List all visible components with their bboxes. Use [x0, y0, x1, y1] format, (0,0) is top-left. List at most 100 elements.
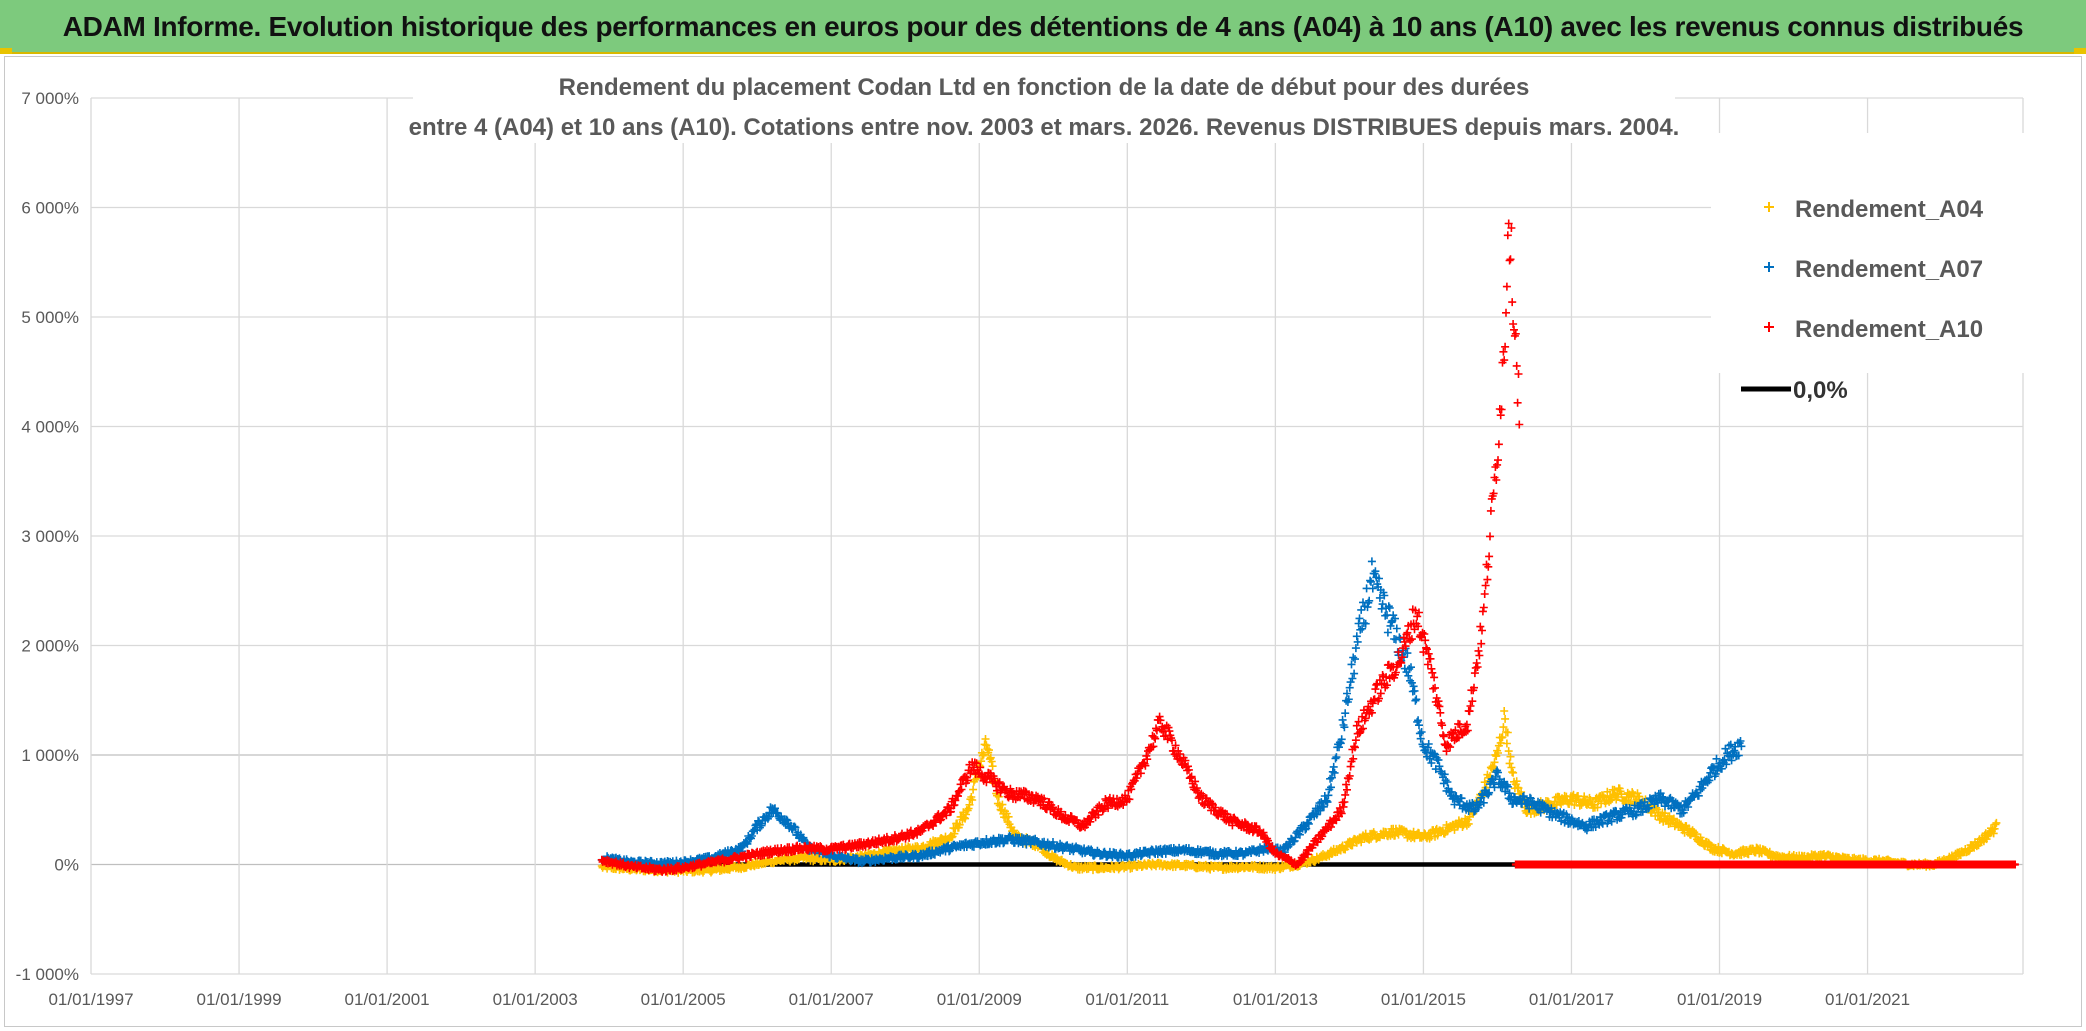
report-title: ADAM Informe. Evolution historique des p…: [62, 11, 2024, 42]
data-point: [1151, 734, 1160, 743]
data-point: [1391, 614, 1399, 623]
data-point: [1323, 798, 1332, 807]
y-tick-label: 6 000%: [21, 199, 79, 218]
header-corner-right: [2074, 48, 2086, 54]
data-point: [981, 773, 990, 782]
data-point: [1089, 808, 1097, 817]
data-point: [1346, 678, 1355, 687]
x-tick-label: 01/01/2009: [937, 990, 1022, 1009]
data-point: [1349, 754, 1358, 763]
data-point: [1444, 741, 1453, 750]
data-point: [1457, 794, 1466, 803]
data-point: [1329, 762, 1338, 771]
data-point: [742, 854, 751, 863]
data-point: [1473, 663, 1482, 671]
data-point: [1534, 797, 1542, 806]
data-point: [1354, 717, 1363, 726]
data-point: [1141, 761, 1150, 770]
data-point: [1424, 740, 1433, 748]
data-point: [1409, 682, 1418, 691]
data-point: [1420, 630, 1429, 638]
data-point: [1186, 773, 1195, 782]
data-point: [935, 839, 944, 848]
data-point: [1343, 785, 1351, 794]
data-point: [1397, 658, 1406, 667]
data-point: [1964, 847, 1973, 856]
data-point: [1990, 824, 1999, 833]
data-point: [1211, 803, 1220, 812]
data-point: [1184, 765, 1193, 774]
data-point: [1476, 622, 1485, 631]
data-point: [1383, 681, 1391, 690]
data-point: [1530, 809, 1539, 818]
data-point: [1104, 804, 1113, 813]
data-point: [1490, 758, 1499, 767]
data-point: [1398, 653, 1407, 662]
data-point: [1431, 683, 1439, 692]
data-point: [1458, 823, 1467, 831]
data-point: [1470, 669, 1479, 678]
data-point: [1421, 636, 1430, 645]
legend-plus-marker: [1764, 202, 1774, 212]
data-point: [1406, 636, 1415, 645]
data-point: [1441, 776, 1450, 785]
data-point: [1375, 574, 1383, 583]
data-point: [1476, 797, 1485, 806]
data-point: [963, 776, 972, 785]
data-point: [1511, 329, 1520, 338]
data-point: [1341, 790, 1350, 799]
legend-item-a04: Rendement_A04: [1764, 196, 1984, 223]
data-point: [1413, 612, 1422, 621]
data-point: [1505, 789, 1514, 798]
data-point: [1501, 787, 1510, 796]
legend-item-a10: Rendement_A10: [1764, 316, 1983, 343]
data-point: [1348, 674, 1357, 683]
data-point: [1127, 785, 1136, 794]
y-tick-label: 7 000%: [21, 89, 79, 108]
data-point: [1450, 825, 1459, 834]
data-point: [1569, 790, 1578, 799]
data-point: [1501, 342, 1510, 351]
data-point: [1443, 778, 1452, 786]
data-point: [1459, 801, 1468, 810]
data-point: [1416, 734, 1425, 743]
data-point: [979, 750, 988, 759]
data-point: [994, 779, 1003, 788]
data-point: [1727, 756, 1736, 765]
data-point: [1252, 822, 1261, 831]
data-point: [1378, 600, 1387, 609]
data-point: [1737, 742, 1746, 751]
x-tick-label: 01/01/2005: [641, 990, 726, 1009]
data-point: [1446, 743, 1455, 752]
data-point: [1327, 823, 1335, 831]
data-point: [699, 868, 707, 877]
data-point: [1049, 803, 1057, 812]
data-point: [1717, 764, 1726, 773]
data-point: [1149, 742, 1158, 751]
legend: Rendement_A04 Rendement_A07 Rendement_A10 0…: [1711, 133, 2029, 404]
data-point: [1474, 646, 1483, 655]
data-point: [1992, 818, 2001, 827]
data-point: [1991, 820, 2000, 829]
data-point: [1601, 811, 1610, 819]
data-point: [1471, 663, 1480, 672]
data-point: [1494, 456, 1502, 465]
data-point: [1989, 829, 1998, 838]
data-point: [1327, 773, 1336, 782]
x-tick-label: 01/01/1999: [196, 990, 281, 1009]
data-point: [1427, 759, 1436, 767]
data-point: [1303, 850, 1312, 859]
data-point: [1150, 733, 1159, 742]
data-point: [1414, 622, 1423, 631]
data-point: [1208, 799, 1216, 808]
data-point: [2010, 860, 2019, 869]
data-point: [1342, 780, 1351, 789]
data-point: [1357, 725, 1366, 734]
chart: -1 000% 0% 1 000% 2 000% 3 000% 4 000% 5 000% 6…: [16, 59, 2029, 1009]
data-point: [1326, 774, 1335, 783]
data-point: [990, 774, 999, 783]
data-point: [946, 807, 955, 816]
data-point: [1730, 746, 1739, 755]
data-point: [1361, 619, 1370, 628]
data-point: [1295, 830, 1304, 839]
